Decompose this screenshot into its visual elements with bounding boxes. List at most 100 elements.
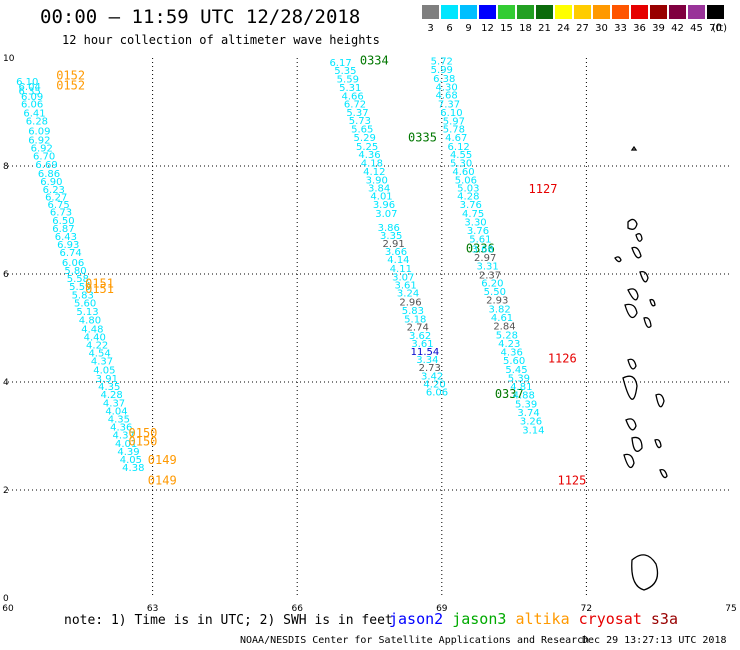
legend-jason2: jason2 xyxy=(389,610,453,628)
wave-height-label: 4.23 xyxy=(498,339,520,350)
island-outline xyxy=(635,233,643,242)
island-outline xyxy=(625,418,637,431)
wave-height-label: 6.04 xyxy=(19,82,41,93)
wave-height-label: 5.03 xyxy=(457,183,479,194)
wave-height-label: 6.41 xyxy=(23,108,45,119)
wave-height-label: 5.45 xyxy=(505,365,527,376)
wave-height-label: 6.86 xyxy=(38,169,60,180)
legend-cryosat: cryosat xyxy=(578,610,651,628)
pass-time-label: 0337 xyxy=(495,387,524,401)
wave-height-label: 4.35 xyxy=(108,415,130,426)
island-outline xyxy=(631,554,659,591)
island-outline xyxy=(624,303,638,319)
wave-height-label: 3.74 xyxy=(517,408,539,419)
island-outline xyxy=(627,288,639,301)
wave-height-label: 4.22 xyxy=(86,341,108,352)
wave-height-label: 2.37 xyxy=(479,270,501,281)
island-outline xyxy=(627,218,638,230)
wave-height-label: 5.28 xyxy=(496,330,518,341)
wave-height-label: 5.72 xyxy=(431,56,453,67)
island-outline xyxy=(631,436,643,452)
wave-height-label: 3.86 xyxy=(378,223,400,234)
wave-height-label: 4.38 xyxy=(122,463,144,474)
wave-height-label: 3.31 xyxy=(476,262,498,273)
scale-swatch xyxy=(688,5,705,19)
wave-height-label: 3.96 xyxy=(373,200,395,211)
wave-height-label: 6.12 xyxy=(448,142,470,153)
island-outline xyxy=(649,298,656,307)
island-outline xyxy=(659,468,668,479)
wave-height-label: 5.65 xyxy=(351,125,373,136)
scale-swatch xyxy=(479,5,496,19)
wave-height-label: 6.43 xyxy=(55,232,77,243)
wave-height-label: 3.84 xyxy=(368,183,390,194)
y-tick-label: 10 xyxy=(3,54,15,64)
wave-height-label: 5.39 xyxy=(508,373,530,384)
wave-height-label: 6.74 xyxy=(60,248,82,259)
wave-height-label: 5.18 xyxy=(404,315,426,326)
scale-swatch xyxy=(574,5,591,19)
wave-height-label: 3.07 xyxy=(392,272,414,283)
island-outline xyxy=(627,358,637,370)
wave-height-label: 4.18 xyxy=(361,159,383,170)
x-tick-label: 63 xyxy=(147,604,158,614)
wave-height-label: 3.07 xyxy=(375,209,397,220)
wave-height-label: 11.54 xyxy=(411,347,440,358)
wave-height-label: 4.11 xyxy=(390,264,412,275)
y-tick-label: 2 xyxy=(3,486,9,496)
wave-height-label: 3.14 xyxy=(522,425,544,436)
island-outline xyxy=(639,270,649,283)
legend-jason3: jason3 xyxy=(452,610,516,628)
wave-height-label: 4.81 xyxy=(510,382,532,393)
wave-height-label: 3.62 xyxy=(409,331,431,342)
wave-height-label: 5.50 xyxy=(484,287,506,298)
wave-height-label: 6.20 xyxy=(481,278,503,289)
wave-height-label: 2.93 xyxy=(486,296,508,307)
wave-height-label: 5.99 xyxy=(431,65,453,76)
pass-time-label: 1125 xyxy=(557,474,586,488)
pass-time-label: 0149 xyxy=(148,474,177,488)
wave-height-label: 3.90 xyxy=(366,175,388,186)
wave-height-label: 5.61 xyxy=(469,235,491,246)
scale-swatch xyxy=(441,5,458,19)
scale-label: 42 xyxy=(671,23,684,34)
x-tick-label: 66 xyxy=(291,604,303,614)
scale-swatch xyxy=(612,5,629,19)
wave-height-label: 6.35 xyxy=(19,87,41,98)
island-outline xyxy=(631,246,642,259)
wave-height-label: 2.73 xyxy=(419,363,441,374)
pass-time-label: 0152 xyxy=(56,78,85,92)
scale-swatch xyxy=(631,5,648,19)
scale-swatch xyxy=(460,5,477,19)
wave-height-label: 4.20 xyxy=(423,379,445,390)
island-outline xyxy=(622,375,638,400)
wave-height-label: 3.76 xyxy=(460,200,482,211)
wave-height-label: 6.23 xyxy=(43,185,65,196)
wave-height-label: 6.17 xyxy=(329,58,351,69)
wave-height-label: 4.66 xyxy=(341,92,363,103)
pass-time-label: 0336 xyxy=(466,241,495,255)
wave-height-label: 4.80 xyxy=(79,316,101,327)
wave-height-label: 5.30 xyxy=(450,159,472,170)
wave-height-label: 2.97 xyxy=(474,253,496,264)
wave-height-label: 5.06 xyxy=(455,175,477,186)
wave-height-label: 4.88 xyxy=(513,391,535,402)
wave-height-label: 4.40 xyxy=(84,332,106,343)
y-tick-label: 0 xyxy=(3,594,9,604)
wave-height-label: 5.73 xyxy=(349,116,371,127)
scale-swatch xyxy=(593,5,610,19)
pass-time-label: 0151 xyxy=(85,282,114,296)
pass-time-label: 1127 xyxy=(529,182,558,196)
scale-label: 3 xyxy=(427,23,434,34)
wave-height-label: 6.09 xyxy=(28,127,50,138)
scale-swatch xyxy=(498,5,515,19)
wave-height-label: 6.90 xyxy=(40,177,62,188)
wave-height-label: 6.73 xyxy=(50,208,72,219)
wave-height-label: 4.36 xyxy=(501,348,523,359)
wave-height-label: 5.97 xyxy=(443,116,465,127)
wave-height-label: 4.01 xyxy=(115,439,137,450)
wave-height-label: 4.37 xyxy=(91,357,113,368)
wave-height-label: 4.30 xyxy=(435,82,457,93)
wave-height-label: 5.60 xyxy=(74,298,96,309)
wave-height-label: 6.06 xyxy=(62,258,84,269)
